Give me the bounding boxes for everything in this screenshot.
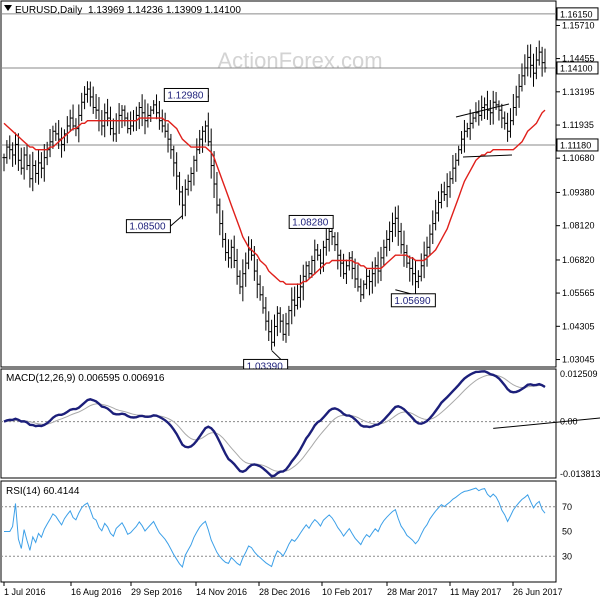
watermark: ActionForex.com	[217, 48, 382, 73]
swing-annotations: 1.12980 1.08500 1.08280 1.03390 1.05690	[125, 87, 436, 373]
date-tick-label: 10 Feb 2017	[322, 587, 373, 597]
date-tick-label: 28 Mar 2017	[387, 587, 438, 597]
svg-text:1.03390: 1.03390	[247, 361, 284, 372]
macd-trendline	[493, 417, 600, 429]
price-bars	[2, 40, 547, 351]
price-tag-box	[556, 61, 599, 75]
svg-text:1.12980: 1.12980	[167, 90, 204, 101]
rsi-panel-frame	[0, 480, 557, 583]
rsi-level-lines	[1, 506, 556, 557]
moving-average-line	[3, 109, 546, 285]
price-tag-label: 1.11180	[560, 140, 591, 150]
price-tick-label: 1.06820	[562, 255, 595, 265]
date-axis: 1 Jul 2016 16 Aug 2016 29 Sep 2016 14 Nov 2…	[3, 582, 563, 597]
price-tick-label: 1.15710	[562, 20, 595, 30]
price-tags: 1.16150 1.14100 1.11180	[556, 7, 599, 152]
price-bar	[543, 48, 547, 73]
main-title: EURUSD,Daily	[15, 5, 82, 16]
price-tick-label: 1.04305	[562, 321, 595, 331]
rsi-tick-label: 50	[562, 527, 572, 537]
main-gridlines	[1, 13, 556, 146]
annotation-label: 1.08280	[288, 214, 334, 229]
date-tick-label: 29 Sep 2016	[131, 587, 182, 597]
macd-tick-label: 0.012509	[560, 369, 598, 379]
macd-title: MACD(12,26,9) 0.006595 0.006916	[6, 373, 165, 384]
symbol-dropdown-icon[interactable]	[4, 5, 12, 11]
rsi-line	[4, 487, 546, 569]
price-axis: 1.15710 1.14455 1.13195 1.11935 1.10680 1.093…	[556, 20, 595, 365]
price-tick-label: 1.10680	[562, 153, 595, 163]
rsi-tick-label: 70	[562, 502, 572, 512]
price-tick-label: 1.14455	[562, 54, 595, 64]
svg-text:1.08500: 1.08500	[129, 222, 166, 233]
macd-tick-label: 0.00	[560, 417, 578, 427]
price-tick-label: 1.13195	[562, 87, 595, 97]
price-tick-label: 1.05565	[562, 288, 595, 298]
annotation-label: 1.12980	[163, 87, 209, 102]
svg-text:1.05690: 1.05690	[394, 296, 431, 307]
price-tick-label: 1.11935	[562, 120, 594, 130]
channel-lower-line	[462, 154, 513, 158]
channel-upper-line	[455, 103, 510, 118]
price-tick-label: 1.03045	[562, 355, 595, 365]
date-tick-label: 11 May 2017	[450, 587, 501, 597]
date-tick-label: 1 Jul 2016	[4, 587, 46, 597]
svg-text:1.08280: 1.08280	[292, 217, 329, 228]
macd-tick-label: -0.013813	[560, 469, 600, 479]
date-tick-label: 16 Aug 2016	[71, 587, 122, 597]
macd-panel-frame	[0, 368, 557, 479]
rsi-title: RSI(14) 60.4144	[6, 486, 80, 497]
price-tag-box	[556, 7, 599, 21]
annotation-label: 1.08500	[125, 215, 183, 234]
price-tag-label: 1.14100	[560, 63, 593, 73]
macd-axis: 0.012509 0.00 -0.013813	[560, 369, 600, 479]
macd-line	[3, 370, 546, 478]
date-tick-label: 14 Nov 2016	[196, 587, 247, 597]
date-tick-label: 28 Dec 2016	[259, 587, 310, 597]
price-tick-label: 1.09380	[562, 187, 595, 197]
ohlc-header: 1.13969 1.14236 1.13909 1.14100	[88, 5, 241, 16]
macd-signal-line	[3, 374, 546, 472]
annotation-label: 1.05690	[390, 289, 436, 308]
rsi-axis: 70 50 30	[562, 502, 572, 562]
price-tag-box	[556, 138, 599, 152]
date-tick-label: 26 Jun 2017	[513, 587, 563, 597]
price-tick-label: 1.08120	[562, 221, 595, 231]
rsi-tick-label: 30	[562, 551, 572, 561]
price-tag-label: 1.16150	[560, 9, 593, 19]
